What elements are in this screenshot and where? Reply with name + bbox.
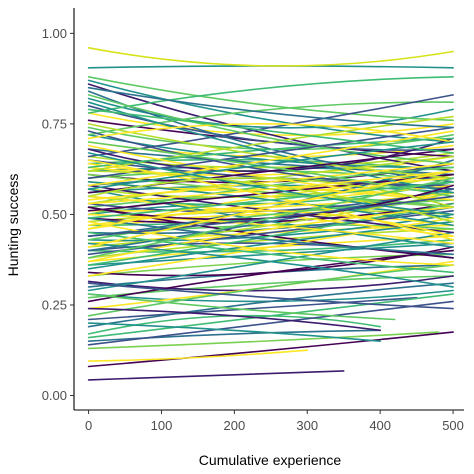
series-layer [87, 47, 454, 381]
series-line-113 [87, 123, 454, 143]
x-tick-label: 100 [151, 418, 173, 433]
series-line-4 [87, 331, 440, 350]
y-tick-label: 0.75 [42, 116, 67, 131]
series-line-55 [87, 79, 454, 143]
series-line-75 [87, 249, 454, 303]
series-line-77 [87, 282, 454, 328]
series-line-121 [87, 181, 454, 219]
series-line-109 [87, 170, 454, 223]
series-line-3 [87, 349, 309, 362]
series-line-5 [87, 329, 381, 342]
series-line-100 [87, 220, 454, 266]
series-line-118 [87, 177, 454, 208]
series-line-98 [87, 162, 454, 201]
series-line-120 [87, 170, 454, 205]
series-line-110 [87, 159, 454, 241]
series-line-96 [87, 94, 454, 165]
series-line-85 [87, 173, 454, 212]
series-line-60 [87, 76, 454, 114]
y-tick-label: 0.00 [42, 388, 67, 403]
series-line-1 [87, 370, 345, 381]
series-line-103 [87, 282, 454, 310]
series-line-59 [87, 101, 454, 136]
series-line-78 [87, 293, 454, 339]
y-tick-label: 0.25 [42, 297, 67, 312]
series-line-79 [87, 300, 454, 346]
series-line-105 [87, 307, 381, 332]
series-line-58 [87, 47, 454, 67]
series-line-2 [87, 331, 454, 368]
y-axis-title: Hunting success [5, 174, 21, 277]
axes-layer: 0.00 0.25 0.50 0.75 1.00 0 100 200 300 400 500 [42, 8, 464, 433]
series-line-99 [87, 217, 454, 256]
x-tick-label: 400 [369, 418, 391, 433]
series-line-89 [87, 206, 454, 263]
series-line-104 [87, 293, 396, 321]
series-line-115 [87, 86, 454, 129]
series-line-94 [87, 123, 454, 179]
series-line-116 [87, 213, 454, 245]
x-tick-label: 200 [224, 418, 246, 433]
series-line-107 [87, 130, 454, 187]
x-tick-label: 0 [85, 418, 92, 433]
series-line-10 [87, 275, 454, 292]
series-line-71 [87, 210, 454, 256]
series-line-106 [87, 322, 381, 342]
y-tick-label: 0.50 [42, 207, 67, 222]
series-line-76 [87, 264, 454, 317]
series-line-125 [87, 177, 454, 259]
x-tick-label: 300 [296, 418, 318, 433]
series-line-124 [87, 170, 454, 248]
y-tick-label: 1.00 [42, 26, 67, 41]
series-line-119 [87, 141, 454, 190]
series-line-91 [87, 137, 454, 169]
x-tick-label: 500 [442, 418, 464, 433]
x-axis-title: Cumulative experience [199, 452, 342, 468]
series-line-56 [87, 76, 454, 122]
series-line-101 [87, 231, 454, 274]
series-line-7 [87, 296, 418, 321]
series-line-122 [87, 209, 454, 237]
